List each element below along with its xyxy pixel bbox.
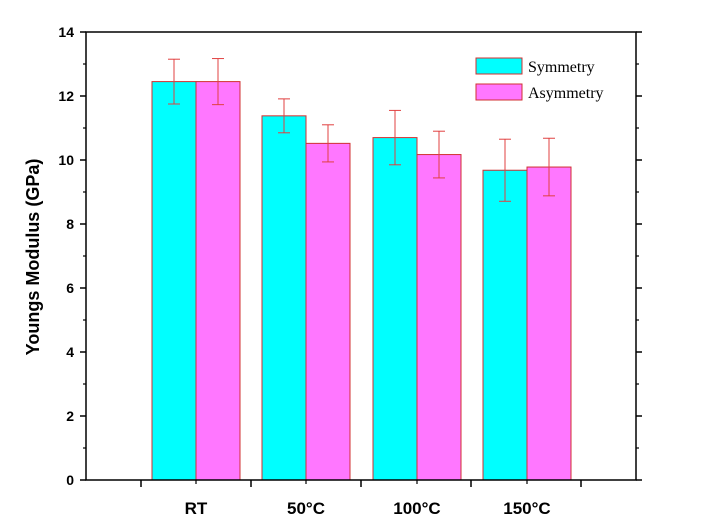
legend-label-symmetry: Symmetry [528, 59, 595, 76]
y-tick-label: 8 [66, 216, 74, 232]
y-tick-label: 12 [58, 88, 74, 104]
bar-asymmetry-0 [195, 81, 241, 481]
error-bar-symmetry-0 [168, 58, 180, 105]
error-bar-symmetry-1 [278, 98, 290, 134]
x-category-label: 50°C [287, 499, 325, 518]
bars-layer [151, 81, 572, 481]
axes-layer [80, 31, 642, 487]
error-bar-asymmetry-1 [322, 124, 334, 163]
labels-layer: 0 2 4 6 8 10 12 14 RT 50°C 100°C 150°C [58, 24, 550, 518]
bar-asymmetry-1 [305, 142, 351, 481]
bar-symmetry-3 [482, 169, 528, 481]
y-tick-label: 14 [58, 24, 74, 40]
x-category-label: 150°C [503, 499, 550, 518]
error-bar-asymmetry-2 [433, 130, 445, 179]
bar-symmetry-2 [372, 137, 418, 481]
bar-symmetry-0 [151, 81, 197, 481]
error-bar-asymmetry-3 [543, 137, 555, 197]
error-bars-layer [168, 58, 555, 202]
legend-label-asymmetry: Asymmetry [528, 85, 604, 102]
bar-symmetry-1 [261, 115, 307, 481]
legend-swatch-symmetry [475, 57, 523, 75]
legend: Symmetry Asymmetry [475, 57, 604, 102]
error-bar-symmetry-2 [389, 109, 401, 166]
y-tick-label: 4 [66, 344, 74, 360]
error-bar-symmetry-3 [499, 138, 511, 202]
error-bar-asymmetry-0 [212, 58, 224, 106]
x-category-label: RT [185, 499, 208, 518]
y-tick-label: 0 [66, 472, 74, 488]
bar-asymmetry-3 [526, 166, 572, 481]
legend-swatch-asymmetry [475, 83, 523, 101]
y-tick-label: 10 [58, 152, 74, 168]
y-tick-label: 6 [66, 280, 74, 296]
y-axis-label: Youngs Modulus (GPa) [23, 159, 43, 356]
x-category-label: 100°C [393, 499, 440, 518]
bar-asymmetry-2 [416, 154, 462, 481]
y-tick-label: 2 [66, 408, 74, 424]
